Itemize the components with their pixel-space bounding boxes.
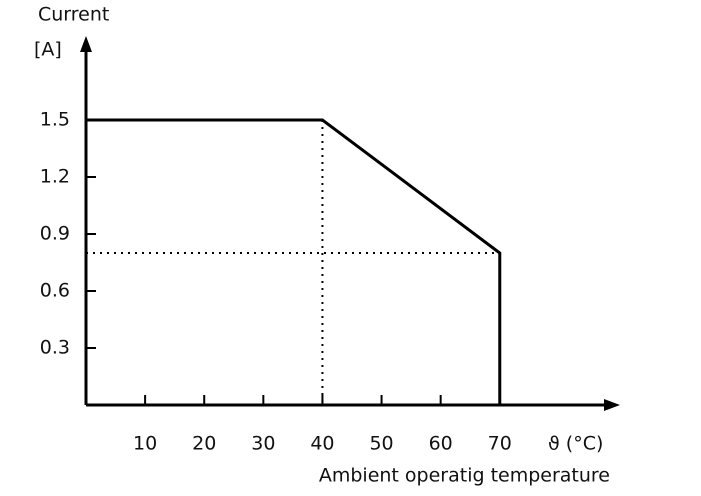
derating-line xyxy=(86,118,502,405)
x-axis-unit: ϑ (°C) xyxy=(548,433,603,455)
y-axis-arrow xyxy=(80,36,92,52)
y-tick-label: 1.2 xyxy=(40,166,70,188)
y-tick-label: 0.9 xyxy=(40,223,70,245)
x-tick-label: 50 xyxy=(369,433,393,455)
x-tick-label: 30 xyxy=(251,433,275,455)
y-axis-label: Current xyxy=(38,4,109,26)
x-tick-label: 70 xyxy=(488,433,512,455)
x-tick-label: 40 xyxy=(310,433,334,455)
x-axis-arrow xyxy=(604,399,620,411)
y-tick-label: 0.3 xyxy=(40,337,70,359)
y-tick-label: 1.5 xyxy=(40,109,70,131)
x-tick-label: 20 xyxy=(192,433,216,455)
y-axis-unit: [A] xyxy=(34,39,62,61)
x-tick-label: 10 xyxy=(133,433,157,455)
x-tick-label: 60 xyxy=(429,433,453,455)
x-axis-label: Ambient operatig temperature xyxy=(319,465,610,487)
y-tick-label: 0.6 xyxy=(40,280,70,302)
